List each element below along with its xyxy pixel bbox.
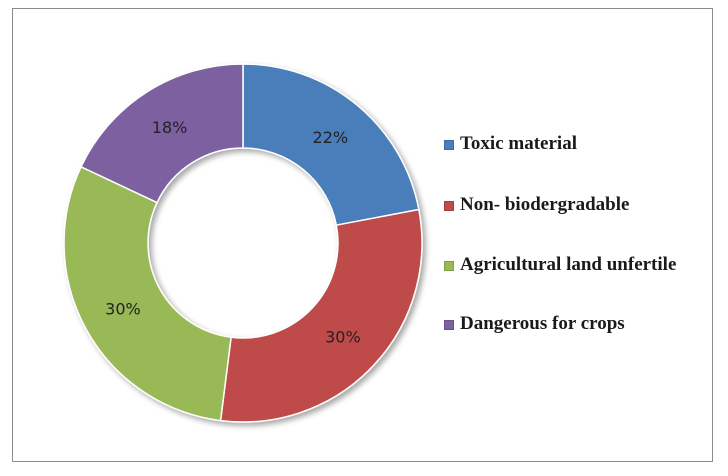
doughnut-slice-4 <box>80 63 244 204</box>
legend-item-dangerous-for-crops: Dangerous for crops <box>444 312 685 336</box>
slice-percent-label: 30% <box>105 300 141 319</box>
legend-swatch <box>444 261 454 271</box>
legend-item-non-biodegradable: Non- biodergradable <box>444 193 685 217</box>
legend-label: Agricultural land unfertile <box>460 254 677 275</box>
legend-swatch <box>444 140 454 150</box>
legend-label: Dangerous for crops <box>460 313 625 334</box>
legend-label: Non- biodergradable <box>460 194 630 215</box>
legend-swatch <box>444 320 454 330</box>
slice-percent-label: 30% <box>325 327 361 346</box>
slice-percent-label: 18% <box>152 118 188 137</box>
slice-percent-label: 22% <box>313 128 349 147</box>
legend-label: Toxic material <box>460 133 577 154</box>
legend-item-toxic-material: Toxic material <box>444 132 685 156</box>
legend-item-agricultural-land-unfertile: Agricultural land unfertile <box>444 253 685 277</box>
doughnut-slice-1 <box>242 63 420 227</box>
doughnut-slice-3 <box>63 165 232 422</box>
doughnut-slice-2 <box>219 208 423 423</box>
legend-swatch <box>444 201 454 211</box>
